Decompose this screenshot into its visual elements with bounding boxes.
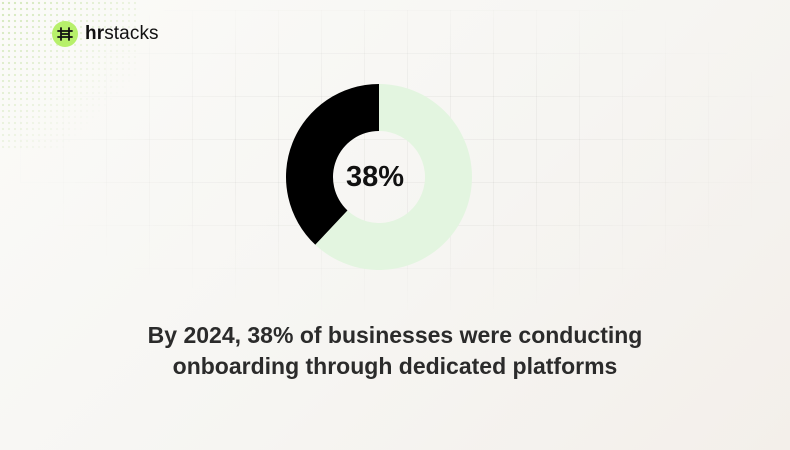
caption-line-1: By 2024, 38% of businesses were conducti…: [147, 322, 643, 348]
donut-chart: 38%: [284, 82, 474, 272]
caption-line-2: onboarding through dedicated platforms: [172, 353, 618, 379]
brand-logo: hrstacks: [52, 21, 159, 47]
brand-name-bold: hr: [85, 23, 105, 44]
donut-chart-svg: [286, 84, 472, 270]
donut-slice-1: [286, 84, 379, 245]
hr-stacks-logo-icon: [52, 21, 78, 47]
donut-center-label: 38%: [345, 160, 405, 193]
brand-name: hrstacks: [85, 23, 159, 45]
donut-slice-2: [315, 84, 472, 270]
chart-caption: By 2024, 38% of businesses were conducti…: [0, 320, 790, 382]
brand-name-rest: stacks: [104, 23, 159, 44]
